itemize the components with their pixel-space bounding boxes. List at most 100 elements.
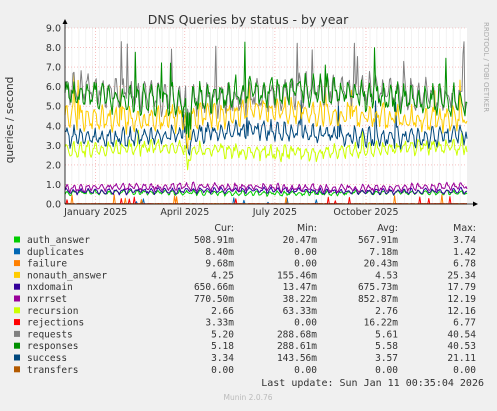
legend-value-avg: 20.43m bbox=[364, 259, 399, 270]
legend-value-cur: 3.33m bbox=[205, 318, 234, 329]
rrdtool-credit: RRDTOOL / TOBI OETIKER bbox=[482, 22, 490, 112]
legend-swatch bbox=[14, 260, 20, 267]
legend-value-cur: 770.50m bbox=[194, 294, 234, 305]
legend-value-min: 0.00 bbox=[294, 247, 317, 258]
axes: 0.0 1.0 2.0 3.0 4.0 5.0 6.0 7.0 8.0 9.0 January 20… bbox=[46, 19, 478, 218]
y-tick-label: 6.0 bbox=[46, 82, 61, 93]
legend-value-max: 12.16 bbox=[447, 306, 476, 317]
legend-value-min: 155.46m bbox=[277, 270, 317, 281]
chart-title: DNS Queries by status - by year bbox=[148, 12, 349, 27]
legend-name: nxrrset bbox=[27, 294, 67, 305]
x-tick-label: April 2025 bbox=[160, 207, 209, 218]
legend-value-cur: 9.68m bbox=[205, 259, 234, 270]
legend-name: success bbox=[27, 353, 67, 364]
y-tick-label: 9.0 bbox=[46, 24, 61, 35]
legend-value-avg: 0.00 bbox=[375, 365, 398, 376]
legend-value-avg: 16.22m bbox=[364, 318, 399, 329]
legend-name: failure bbox=[27, 259, 67, 270]
legend-value-min: 288.61m bbox=[277, 341, 317, 352]
legend-swatch bbox=[14, 342, 20, 349]
legend-header-max: Max: bbox=[453, 223, 476, 234]
legend-value-avg: 852.87m bbox=[358, 294, 398, 305]
legend-value-cur: 0.00 bbox=[211, 365, 234, 376]
legend-name: duplicates bbox=[27, 247, 84, 258]
y-tick-label: 7.0 bbox=[46, 63, 61, 74]
legend-swatch bbox=[14, 248, 20, 255]
legend-value-avg: 5.58 bbox=[375, 341, 398, 352]
series-line-success bbox=[64, 99, 468, 156]
legend-value-max: 25.34 bbox=[447, 270, 476, 281]
legend-value-max: 6.77 bbox=[453, 318, 476, 329]
legend-value-cur: 4.25 bbox=[211, 270, 234, 281]
legend-swatch bbox=[14, 295, 20, 302]
legend-value-cur: 2.66 bbox=[211, 306, 234, 317]
legend-value-avg: 7.18m bbox=[369, 247, 398, 258]
legend-value-max: 21.11 bbox=[447, 353, 476, 364]
legend: Cur: Min: Avg: Max: auth_answer 508.91m 20.47m… bbox=[14, 223, 476, 376]
legend-value-min: 288.68m bbox=[277, 329, 317, 340]
legend-value-avg: 567.91m bbox=[358, 235, 398, 246]
legend-value-min: 38.22m bbox=[283, 294, 318, 305]
legend-value-max: 12.19 bbox=[447, 294, 476, 305]
y-tick-label: 8.0 bbox=[46, 43, 61, 54]
legend-swatch bbox=[14, 307, 20, 314]
legend-name: auth_answer bbox=[27, 235, 90, 246]
legend-value-cur: 5.18 bbox=[211, 341, 234, 352]
legend-value-max: 1.42 bbox=[453, 247, 476, 258]
legend-value-min: 13.47m bbox=[283, 282, 318, 293]
legend-value-cur: 508.91m bbox=[194, 235, 234, 246]
legend-header-min: Min: bbox=[297, 223, 317, 234]
legend-value-cur: 650.66m bbox=[194, 282, 234, 293]
legend-swatch bbox=[14, 354, 20, 361]
legend-value-avg: 2.76 bbox=[375, 306, 398, 317]
legend-value-min: 0.00 bbox=[294, 365, 317, 376]
x-tick-label: October 2025 bbox=[333, 207, 398, 218]
legend-swatch bbox=[14, 366, 20, 373]
legend-value-min: 63.33m bbox=[283, 306, 318, 317]
legend-name: rejections bbox=[27, 318, 84, 329]
legend-value-max: 17.79 bbox=[447, 282, 476, 293]
legend-swatch bbox=[14, 330, 20, 337]
legend-value-avg: 4.53 bbox=[375, 270, 398, 281]
legend-value-cur: 8.40m bbox=[205, 247, 234, 258]
x-tick-label: July 2025 bbox=[252, 207, 297, 218]
legend-name: nxdomain bbox=[27, 282, 73, 293]
y-tick-label: 3.0 bbox=[46, 141, 61, 152]
munin-version: Munin 2.0.76 bbox=[223, 393, 272, 402]
legend-value-avg: 5.61 bbox=[375, 329, 398, 340]
legend-value-min: 143.56m bbox=[277, 353, 317, 364]
y-tick-label: 0.0 bbox=[46, 200, 61, 211]
legend-swatch bbox=[14, 319, 20, 326]
y-axis-arrow bbox=[62, 19, 68, 24]
legend-swatch bbox=[14, 271, 20, 278]
y-axis-label: queries / second bbox=[4, 77, 16, 164]
series-line-responses bbox=[64, 41, 468, 138]
legend-value-max: 40.53 bbox=[447, 341, 476, 352]
series-line-nxrrset bbox=[64, 181, 468, 193]
legend-value-min: 0.00 bbox=[294, 259, 317, 270]
x-axis-arrow bbox=[473, 201, 478, 207]
legend-swatch bbox=[14, 283, 20, 290]
series-line-nonauth_answer bbox=[64, 73, 468, 150]
legend-name: transfers bbox=[27, 365, 78, 376]
legend-value-max: 6.78 bbox=[453, 259, 476, 270]
x-tick-label: January 2025 bbox=[63, 207, 127, 218]
legend-value-cur: 3.34 bbox=[211, 353, 234, 364]
last-update: Last update: Sun Jan 11 00:35:04 2026 bbox=[261, 378, 484, 389]
legend-name: requests bbox=[27, 329, 73, 340]
y-tick-label: 1.0 bbox=[46, 180, 61, 191]
legend-value-max: 3.74 bbox=[453, 235, 476, 246]
series-line-nxdomain bbox=[64, 186, 468, 196]
y-tick-label: 4.0 bbox=[46, 121, 61, 132]
legend-value-cur: 5.20 bbox=[211, 329, 234, 340]
legend-value-avg: 675.73m bbox=[358, 282, 398, 293]
series-line-recursion bbox=[64, 129, 468, 171]
legend-name: nonauth_answer bbox=[27, 270, 107, 281]
legend-swatch bbox=[14, 236, 20, 243]
legend-value-min: 20.47m bbox=[283, 235, 318, 246]
legend-name: recursion bbox=[27, 306, 78, 317]
legend-value-min: 0.00 bbox=[294, 318, 317, 329]
y-tick-label: 2.0 bbox=[46, 160, 61, 171]
